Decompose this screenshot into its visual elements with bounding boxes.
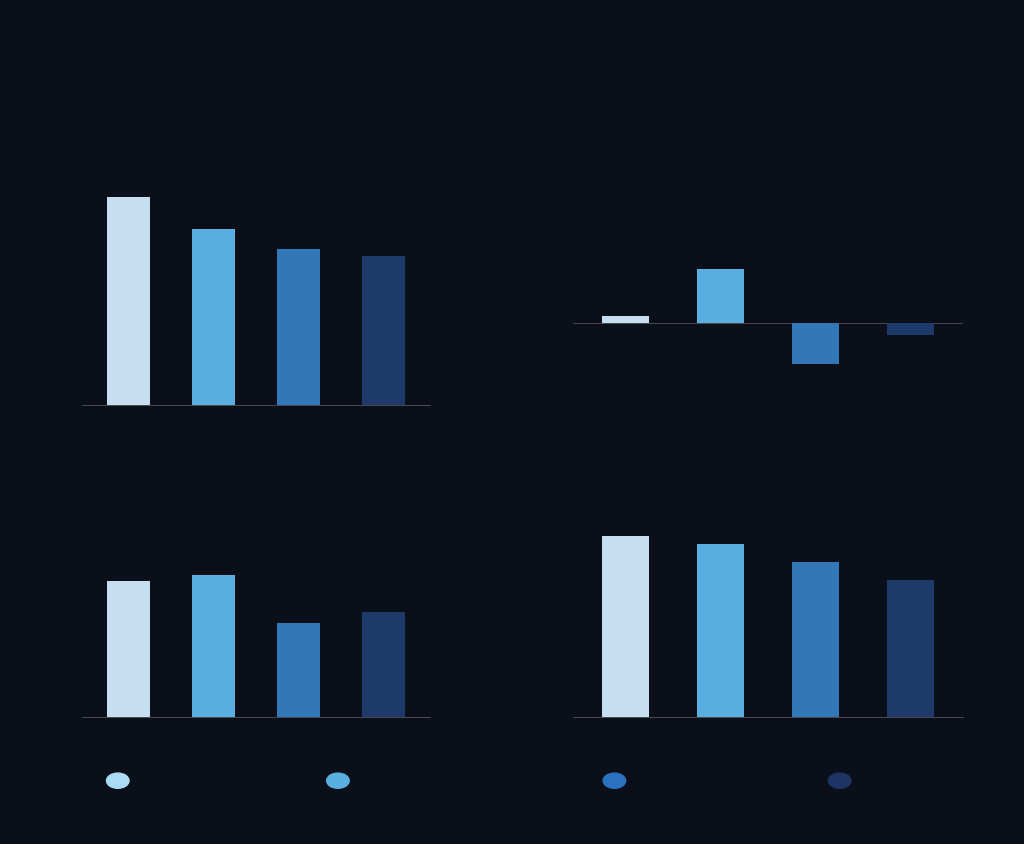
Bar	[792, 562, 840, 717]
Bar	[278, 249, 319, 405]
Bar	[278, 623, 319, 717]
Bar	[792, 323, 840, 364]
Bar	[193, 229, 234, 405]
Bar	[362, 256, 404, 405]
Bar	[696, 269, 744, 323]
Bar	[696, 544, 744, 717]
Bar	[602, 536, 649, 717]
Bar	[887, 323, 934, 335]
Bar	[602, 316, 649, 323]
Bar	[108, 197, 150, 405]
Bar	[887, 580, 934, 717]
Bar	[108, 581, 150, 717]
Bar	[362, 613, 404, 717]
Bar	[193, 575, 234, 717]
